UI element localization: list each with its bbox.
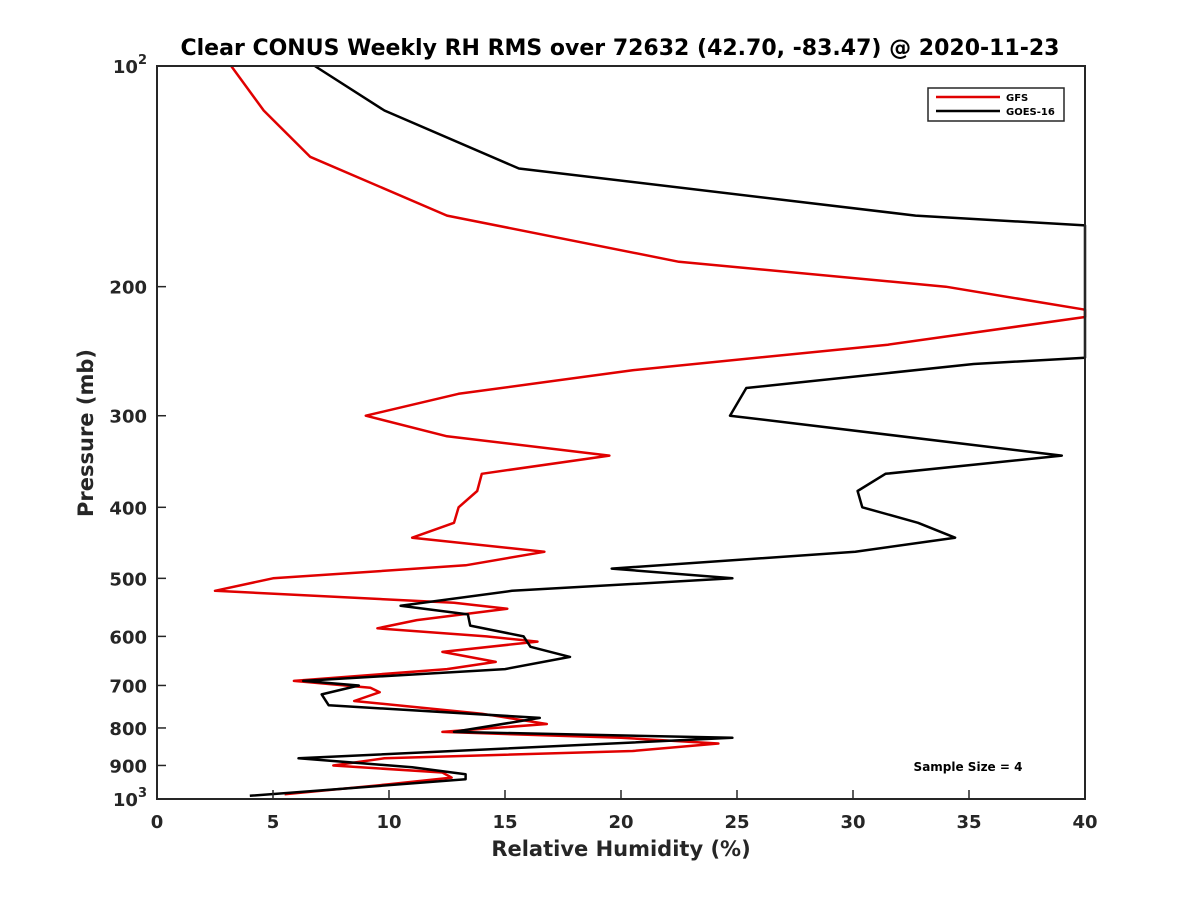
y-axis-label: Pressure (mb) [74, 349, 98, 517]
series-line-goes-16 [249, 64, 1087, 798]
legend-box [927, 87, 1065, 122]
y-tick-label: 400 [109, 498, 147, 519]
y-tick-label: 300 [109, 407, 147, 428]
x-tick-label: 20 [608, 812, 633, 833]
x-axis-ticks: 0 5 10 15 20 25 30 35 40 [151, 790, 1098, 833]
legend-label-gfs: GFS [1006, 93, 1028, 104]
x-axis-label: Relative Humidity (%) [491, 837, 750, 861]
y-tick-label: 900 [109, 756, 147, 777]
y-tick-label: 103 [113, 786, 147, 811]
y-tick-label: 102 [113, 53, 147, 78]
x-tick-label: 35 [956, 812, 981, 833]
x-tick-label: 30 [840, 812, 865, 833]
y-tick-label: 500 [109, 569, 147, 590]
y-tick-label: 700 [109, 676, 147, 697]
legend: GFS GOES-16 [927, 87, 1065, 122]
x-tick-label: 10 [376, 812, 401, 833]
x-tick-label: 5 [267, 812, 280, 833]
x-tick-label: 0 [151, 812, 164, 833]
series-layer [213, 64, 1087, 798]
y-axis-ticks: 102 200 300 400 500 600 700 800 900 103 [109, 53, 166, 811]
x-tick-label: 25 [724, 812, 749, 833]
chart-title: Clear CONUS Weekly RH RMS over 72632 (42… [181, 36, 1060, 61]
series-line-gfs [213, 65, 1087, 796]
legend-label-goes-16: GOES-16 [1006, 107, 1055, 118]
y-tick-label: 200 [109, 278, 147, 299]
y-tick-label: 600 [109, 627, 147, 648]
sample-size-annotation: Sample Size = 4 [914, 760, 1023, 774]
y-tick-label: 800 [109, 719, 147, 740]
x-tick-label: 15 [492, 812, 517, 833]
x-tick-label: 40 [1072, 812, 1097, 833]
